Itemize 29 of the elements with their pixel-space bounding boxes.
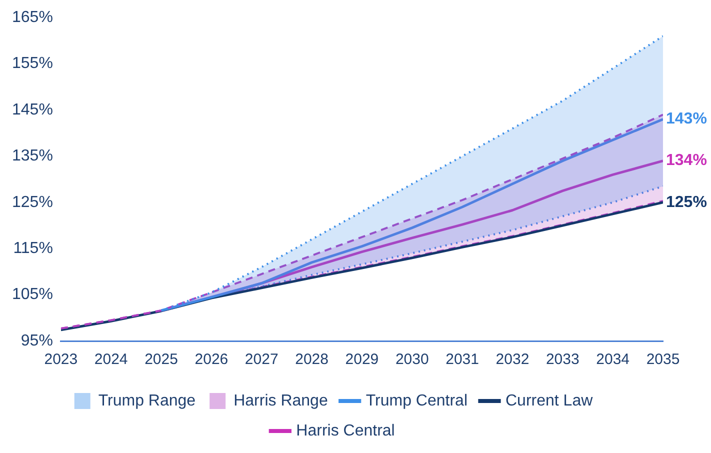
y-tick-label: 135% (12, 148, 53, 165)
legend-label: Harris Range (234, 392, 328, 410)
x-tick-label: 2035 (646, 351, 680, 368)
legend-label: Trump Range (98, 392, 196, 410)
legend-label: Harris Central (296, 422, 395, 440)
y-tick-label: 165% (12, 9, 53, 26)
x-tick-label: 2032 (496, 351, 530, 368)
y-tick-label: 95% (20, 332, 53, 350)
y-tick-label: 125% (12, 194, 53, 211)
x-tick-label: 2031 (446, 351, 479, 368)
x-tick-label: 2025 (144, 351, 178, 368)
y-tick-label: 105% (12, 286, 53, 304)
y-tick-label: 115% (13, 240, 53, 258)
x-tick-label: 2027 (244, 351, 278, 368)
x-tick-label: 2030 (395, 351, 429, 368)
x-tick-label: 2034 (596, 351, 630, 368)
legend-label: Trump Central (366, 392, 468, 410)
x-tick-label: 2023 (44, 351, 78, 368)
x-tick-label: 2028 (295, 351, 328, 368)
data-label: 125% (666, 194, 707, 211)
data-label: 143% (666, 110, 707, 128)
x-tick-label: 2026 (194, 351, 228, 368)
y-tick-label: 155% (12, 55, 53, 72)
legend-label: Current Law (505, 392, 594, 410)
y-tick-label: 145% (12, 101, 53, 118)
x-tick-label: 2033 (546, 351, 580, 368)
x-tick-label: 2024 (94, 351, 128, 368)
x-tick-label: 2029 (345, 351, 379, 368)
data-label: 134% (666, 152, 707, 170)
